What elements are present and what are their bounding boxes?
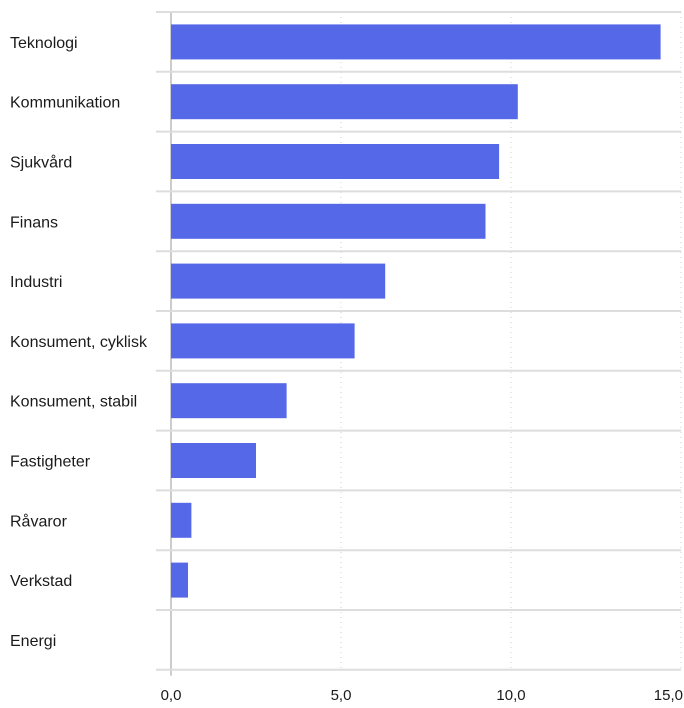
category-label: Finans xyxy=(10,214,58,231)
bar-konsument-stabil xyxy=(171,383,287,419)
bar-sjukvård xyxy=(171,144,500,179)
category-label: Kommunikation xyxy=(10,95,120,112)
bar-layer xyxy=(171,24,661,598)
x-tick-label: 5,0 xyxy=(331,687,352,704)
category-label: Fastigheter xyxy=(10,454,91,471)
category-label: Konsument, stabil xyxy=(10,394,137,411)
category-label-layer: Teknologi Kommunikation Sjukvård Finans Indu… xyxy=(10,35,148,650)
x-tick-label: 10,0 xyxy=(496,687,525,704)
bar-råvaror xyxy=(171,502,192,538)
x-axis-tick-layer: 0,0 5,0 10,0 15,0 xyxy=(161,687,683,704)
category-label: Energi xyxy=(10,633,56,650)
category-label: Teknologi xyxy=(10,35,78,52)
grid-layer xyxy=(156,11,682,676)
category-label: Råvaror xyxy=(10,512,68,530)
bar-finans xyxy=(171,203,486,239)
x-tick-label: 15,0 xyxy=(654,687,683,704)
bar-verkstad xyxy=(171,562,188,598)
category-label: Industri xyxy=(10,274,62,291)
bar-teknologi xyxy=(171,24,661,60)
category-label: Verkstad xyxy=(10,573,72,590)
bar-fastigheter xyxy=(171,443,256,478)
category-label: Sjukvård xyxy=(10,154,72,172)
x-tick-label: 0,0 xyxy=(161,687,182,704)
bar-industri xyxy=(171,263,386,299)
category-label: Konsument, cyklisk xyxy=(10,334,148,351)
bar-konsument-cyklisk xyxy=(171,323,355,359)
bar-kommunikation xyxy=(171,84,518,120)
